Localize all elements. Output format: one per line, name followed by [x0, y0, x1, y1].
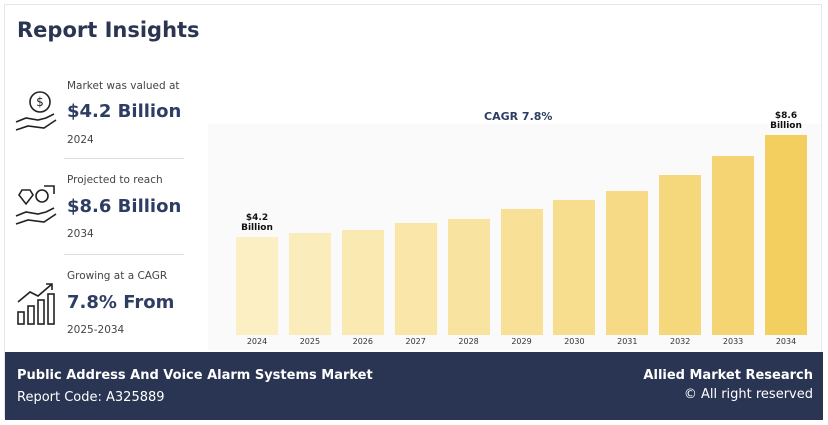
x-tick-label: 2024: [246, 337, 268, 346]
bar: [236, 237, 278, 335]
x-tick-label: 2031: [617, 337, 638, 346]
bar: [447, 218, 490, 335]
note: 2025-2034: [67, 324, 125, 336]
value-label: $4.2 Billion: [241, 213, 273, 234]
footer: Public Address And Voice Alarm Systems M…: [5, 352, 823, 420]
x-tick-label: 2030: [564, 337, 585, 346]
x-tick-label: 2033: [722, 337, 744, 346]
market-name: Public Address And Voice Alarm Systems M…: [17, 368, 373, 383]
bar: [500, 209, 543, 335]
annotation: CAGR 7.8%: [484, 110, 553, 123]
value: $4.2 Billion: [67, 101, 182, 122]
note: 2024: [67, 134, 94, 146]
bar: [341, 230, 384, 335]
report-code: Report Code: A325889: [17, 390, 165, 405]
value: 7.8% From: [67, 292, 175, 313]
value: $8.6 Billion: [67, 196, 182, 217]
publisher: Allied Market Research: [643, 368, 813, 383]
bar: [606, 190, 649, 335]
x-tick-label: 2029: [511, 337, 532, 346]
caption: Market was valued at: [67, 80, 180, 92]
x-tick-label: 2034: [775, 337, 797, 346]
bar: [765, 135, 807, 335]
title: Report Insights: [17, 18, 200, 42]
rights: © All right reserved: [683, 387, 813, 402]
note: 2034: [67, 228, 94, 240]
x-tick-label: 2028: [458, 337, 479, 346]
separator: [64, 254, 184, 255]
value-label: $8.6 Billion: [770, 111, 802, 131]
x-tick-label: 2026: [352, 337, 373, 346]
x-tick-label: 2025: [299, 337, 321, 346]
bar: [659, 174, 702, 335]
svg-text:$: $: [36, 95, 44, 109]
x-tick-label: 2027: [405, 337, 426, 346]
caption: Projected to reach: [67, 174, 163, 186]
bar: [288, 232, 331, 335]
caption: Growing at a CAGR: [67, 270, 168, 282]
icon-growth-money: [15, 185, 57, 225]
x-tick-label: 2032: [670, 337, 691, 346]
bar: [394, 223, 437, 335]
bar: [712, 155, 755, 335]
bar: [553, 200, 596, 335]
icon-money: $: [15, 91, 57, 131]
separator: [64, 158, 184, 159]
icon-bar-growth: [17, 283, 55, 325]
